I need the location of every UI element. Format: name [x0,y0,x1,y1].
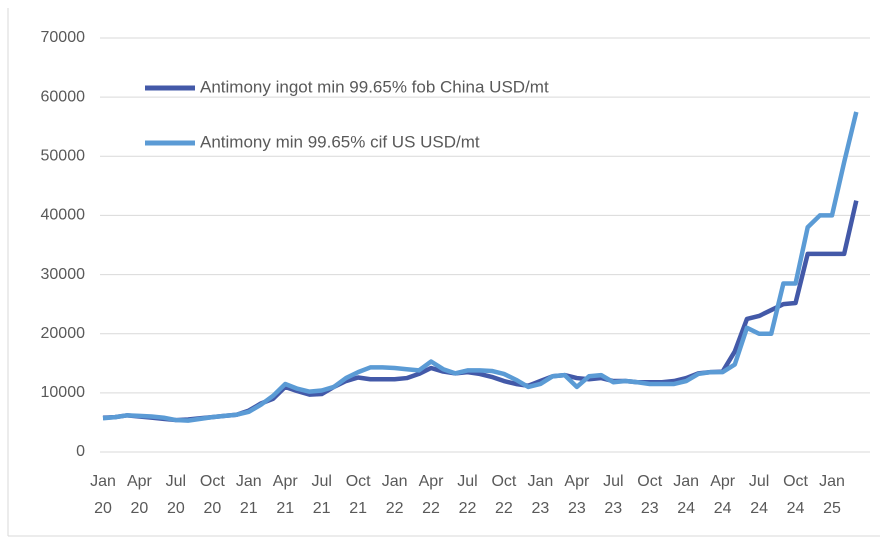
y-tick-label: 10000 [41,384,86,401]
y-tick-label: 60000 [41,88,86,105]
x-tick-label: Apr 20 [126,473,152,517]
legend-label: Antimony ingot min 99.65% fob China USD/… [200,77,549,96]
x-tick-label: Jul 22 [457,473,478,517]
y-tick-label: 0 [76,443,85,460]
x-tick-label: Oct 21 [345,473,371,517]
x-tick-label: Apr 23 [564,473,590,517]
x-tick-label: Apr 22 [418,473,444,517]
y-tick-label: 20000 [41,325,86,342]
series-line [102,200,859,423]
legend-label: Antimony min 99.65% cif US USD/mt [200,132,480,151]
y-tick-label: 70000 [41,29,86,46]
x-tick-label: Jan 22 [381,473,408,517]
y-tick-label: 30000 [41,266,86,283]
series-line [102,111,859,423]
x-tick-label: Jan 25 [819,473,845,517]
x-tick-label: Oct 24 [783,473,808,517]
x-tick-label: Jul 20 [165,473,187,517]
x-tick-label: Jul 23 [603,473,624,517]
x-tick-label: Oct 20 [199,473,225,517]
y-tick-label: 50000 [41,148,86,165]
x-tick-label: Oct 23 [637,473,663,517]
x-tick-label: Apr 21 [272,473,298,517]
x-tick-label: Jan 20 [90,473,116,517]
y-tick-label: 40000 [41,207,86,224]
x-tick-label: Jul 21 [311,473,332,517]
x-tick-label: Jan 24 [673,473,700,517]
x-tick-label: Jan 23 [527,473,554,517]
x-tick-label: Jul 24 [748,473,770,517]
x-tick-label: Oct 22 [491,473,517,517]
x-tick-label: Apr 24 [710,473,736,517]
x-tick-label: Jan 21 [235,473,262,517]
